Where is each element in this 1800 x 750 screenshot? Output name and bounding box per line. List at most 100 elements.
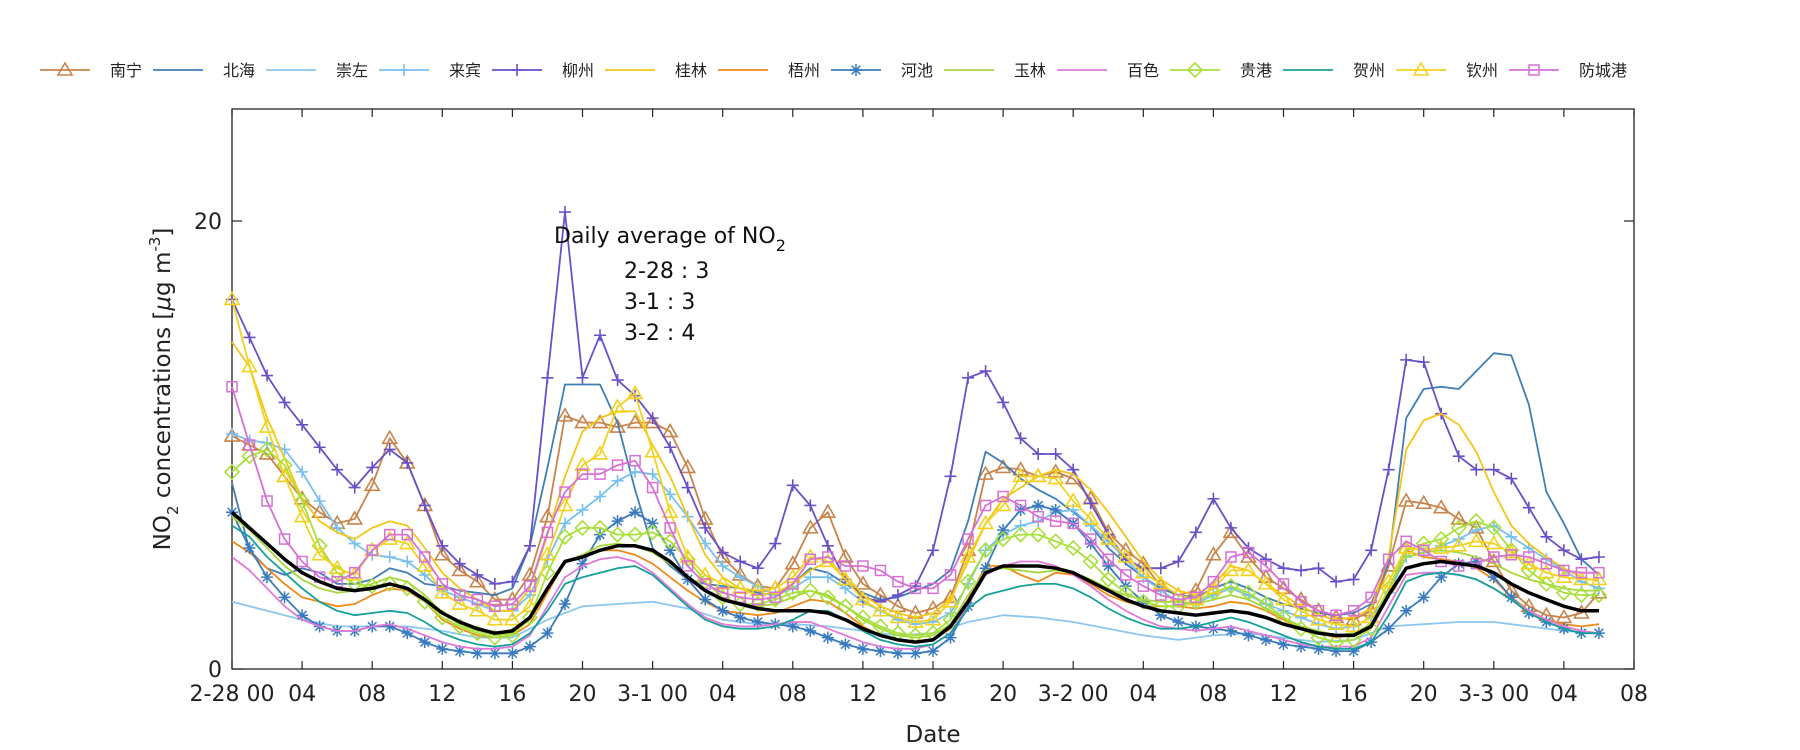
- data-point: [1362, 620, 1380, 637]
- data-point: [559, 486, 571, 498]
- data-point: [1365, 544, 1378, 557]
- data-point: [296, 418, 309, 431]
- series-line: [231, 448, 1599, 643]
- data-point: [506, 598, 519, 610]
- data-point: [1084, 533, 1097, 545]
- data-point: [243, 542, 256, 555]
- data-point: [611, 374, 624, 387]
- data-point: [348, 481, 361, 494]
- series-line: [231, 524, 1599, 650]
- data-point: [331, 463, 344, 476]
- data-point: [1312, 562, 1325, 575]
- data-point: [539, 508, 556, 523]
- data-point: [681, 560, 694, 572]
- data-point: [962, 371, 975, 384]
- data-point: [1502, 543, 1520, 559]
- data-point: [1450, 510, 1468, 525]
- data-point: [784, 584, 801, 601]
- data-point: [786, 620, 799, 633]
- series-百色: [231, 556, 1600, 650]
- data-point: [1400, 353, 1413, 366]
- data-point: [609, 418, 626, 433]
- data-point: [1312, 605, 1325, 617]
- data-point: [979, 365, 992, 378]
- data-point: [857, 560, 869, 572]
- data-point: [769, 537, 782, 550]
- data-point: [786, 479, 799, 492]
- data-point: [997, 490, 1009, 503]
- legend-marker: [1186, 61, 1204, 79]
- data-point: [556, 407, 574, 422]
- data-point: [1450, 519, 1467, 537]
- data-point: [436, 578, 449, 590]
- data-point: [574, 519, 591, 537]
- data-point: [1277, 578, 1290, 590]
- data-point: [1029, 467, 1047, 483]
- data-point: [243, 439, 256, 451]
- x-tick-label: 16: [498, 682, 526, 707]
- legend-label: 梧州: [788, 61, 820, 80]
- data-point: [854, 590, 872, 606]
- data-point: [714, 575, 732, 590]
- data-point: [854, 609, 872, 626]
- data-point: [1222, 577, 1240, 595]
- data-point: [609, 398, 626, 413]
- data-point: [261, 495, 273, 507]
- data-point: [471, 568, 484, 581]
- data-point: [664, 522, 676, 534]
- data-point: [1295, 596, 1307, 608]
- data-point: [416, 557, 434, 572]
- data-point: [558, 517, 571, 530]
- data-point: [1505, 472, 1518, 485]
- data-point: [383, 528, 396, 541]
- data-point: [804, 624, 817, 637]
- data-point: [576, 557, 589, 570]
- data-point: [1242, 629, 1255, 642]
- data-point: [644, 524, 661, 541]
- ticks-layer: 2-28 00 04 08 12 16 20 3-1 00 04 08 12 16 20 3-2 00 0…: [190, 109, 1648, 707]
- data-point: [1137, 580, 1150, 592]
- data-point: [664, 488, 677, 501]
- data-point: [1382, 622, 1395, 635]
- data-point: [1310, 611, 1327, 626]
- data-point: [1540, 557, 1553, 570]
- x-tick-label: 20: [569, 682, 597, 707]
- data-point: [994, 496, 1012, 512]
- data-point: [1485, 534, 1503, 550]
- data-point: [1222, 561, 1240, 577]
- series-line: [231, 299, 1599, 628]
- data-point: [419, 551, 431, 563]
- data-point: [872, 618, 889, 635]
- data-point: [366, 461, 379, 474]
- x-tick-label: 12: [1270, 682, 1298, 707]
- x-tick-label: 04: [709, 682, 737, 707]
- data-point: [1064, 492, 1082, 507]
- data-point: [488, 647, 501, 660]
- x-tick-label: 12: [849, 682, 877, 707]
- data-point: [296, 555, 308, 568]
- legend-marker: [850, 64, 862, 76]
- legend-label: 百色: [1127, 61, 1159, 80]
- legend-item: 南宁: [40, 61, 142, 80]
- data-point: [804, 553, 817, 565]
- data-point: [1590, 586, 1608, 604]
- data-point: [821, 571, 834, 584]
- data-point: [401, 555, 414, 568]
- data-point: [1014, 499, 1027, 512]
- data-point: [892, 575, 904, 588]
- data-point: [1487, 571, 1500, 584]
- legend-marker: [1412, 61, 1430, 76]
- data-point: [433, 584, 451, 599]
- legend-item: 贺州: [1283, 61, 1385, 80]
- data-point: [1435, 571, 1448, 584]
- data-point: [226, 427, 238, 440]
- data-point: [1593, 566, 1605, 579]
- data-point: [927, 645, 939, 658]
- data-point: [1522, 501, 1535, 514]
- data-point: [383, 620, 396, 633]
- data-point: [1417, 591, 1430, 604]
- data-point: [401, 528, 413, 541]
- data-point: [416, 593, 433, 610]
- series-line: [231, 556, 1600, 650]
- data-point: [381, 575, 398, 593]
